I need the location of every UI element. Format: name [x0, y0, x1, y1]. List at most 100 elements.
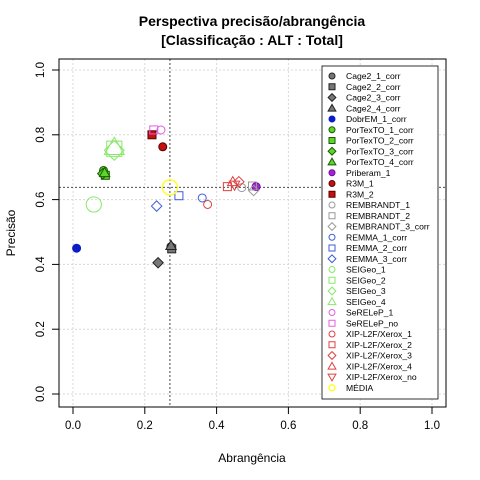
data-point	[156, 125, 166, 135]
chart-title: Perspectiva precisão/abrangência	[139, 13, 366, 29]
x-tick-label: 0.6	[280, 420, 296, 432]
x-tick-label: 1.0	[424, 420, 440, 432]
legend-label: REMBRANDT_1	[346, 200, 410, 210]
legend-label: XIP-L2F/Xerox_2	[346, 340, 412, 350]
legend-marker	[328, 341, 336, 349]
legend: Cage2_1_corrCage2_2_corrCage2_3_corrCage…	[321, 65, 439, 400]
legend-marker	[328, 309, 336, 316]
legend-label: PorTexTO_4_corr	[346, 157, 414, 167]
data-point	[248, 181, 257, 191]
legend-marker	[328, 244, 336, 252]
legend-label: R3M_2	[346, 189, 374, 199]
data-point	[152, 256, 164, 269]
legend-label: Cage2_2_corr	[346, 82, 401, 92]
data-point	[161, 178, 179, 196]
data-point	[247, 184, 260, 197]
legend-marker	[328, 201, 336, 209]
legend-marker	[328, 330, 336, 338]
legend-marker	[328, 233, 336, 241]
y-tick-label: 0.4	[35, 256, 47, 273]
legend-marker	[328, 126, 336, 134]
legend-label: Priberam_1	[346, 168, 391, 178]
x-tick-label: 0.0	[65, 420, 81, 432]
data-point	[85, 196, 102, 213]
legend-label: REMMA_2_corr	[346, 243, 407, 253]
legend-label: SEIGeo_1	[346, 265, 386, 275]
legend-marker	[327, 254, 337, 264]
legend-marker	[327, 361, 337, 370]
legend-label: SeRELeP_1	[346, 308, 394, 318]
data-point	[103, 139, 125, 161]
data-point	[98, 166, 111, 178]
legend-label: PorTexTO_2_corr	[346, 136, 414, 146]
legend-marker	[327, 221, 337, 232]
legend-marker	[328, 180, 336, 187]
legend-marker	[328, 319, 336, 327]
legend-label: R3M_1	[346, 179, 374, 189]
legend-label: SEIGeo_3	[346, 286, 386, 296]
legend-marker	[328, 212, 336, 220]
data-point	[103, 136, 126, 156]
data-point	[174, 191, 184, 201]
legend-marker	[327, 157, 337, 166]
legend-label: REMBRANDT_3_corr	[346, 222, 430, 232]
data-point	[150, 200, 163, 212]
legend-label: Cage2_4_corr	[346, 103, 401, 113]
legend-label: XIP-L2F/Xerox_3	[346, 351, 412, 361]
legend-marker	[328, 115, 336, 123]
legend-marker	[327, 146, 337, 156]
legend-label: PorTexTO_1_corr	[346, 125, 414, 135]
x-tick-label: 0.4	[209, 420, 226, 432]
y-tick-label: 0.0	[35, 386, 47, 402]
legend-marker	[328, 169, 336, 177]
legend-marker	[327, 296, 337, 306]
legend-label: PorTexTO_3_corr	[346, 146, 414, 156]
legend-marker	[328, 276, 336, 284]
legend-label: XIP-L2F/Xerox_no	[346, 372, 417, 382]
legend-label: DobrEM_1_corr	[346, 114, 407, 124]
data-points	[72, 125, 261, 269]
legend-marker	[328, 137, 336, 144]
data-point	[197, 193, 207, 203]
legend-label: XIP-L2F/Xerox_1	[346, 329, 412, 339]
legend-label: SeRELeP_no	[346, 318, 398, 328]
legend-marker	[328, 83, 336, 91]
legend-label: SEIGeo_2	[346, 275, 386, 285]
data-point	[149, 125, 159, 135]
legend-label: MÉDIA	[346, 383, 373, 393]
x-tick-label: 0.2	[137, 420, 153, 432]
x-tick-label: 0.8	[352, 420, 368, 432]
data-point	[164, 239, 178, 251]
legend-marker	[328, 384, 336, 392]
data-point	[228, 180, 241, 192]
x-axis-label: Abrangência	[218, 451, 286, 465]
data-point	[147, 130, 157, 140]
legend-label: SEIGeo_4	[346, 297, 386, 307]
legend-label: Cage2_3_corr	[346, 93, 401, 103]
chart-subtitle: [Classificação : ALT : Total]	[161, 32, 343, 48]
legend-label: REMMA_3_corr	[346, 254, 407, 264]
data-point	[232, 175, 245, 188]
legend-label: REMBRANDT_2	[346, 211, 410, 221]
data-point	[72, 243, 82, 253]
data-point	[222, 182, 232, 192]
legend-marker	[327, 92, 337, 103]
y-tick-label: 1.0	[35, 62, 47, 78]
legend-marker	[327, 286, 337, 296]
legend-marker	[327, 373, 337, 382]
legend-marker	[327, 350, 337, 361]
legend-label: Cage2_1_corr	[346, 71, 401, 81]
legend-label: REMMA_1_corr	[346, 232, 407, 242]
legend-marker	[328, 72, 336, 80]
data-point	[158, 142, 168, 152]
legend-box	[321, 65, 439, 400]
y-tick-label: 0.2	[35, 321, 47, 337]
y-tick-label: 0.6	[35, 192, 47, 208]
legend-marker	[328, 266, 336, 273]
legend-label: XIP-L2F/Xerox_4	[346, 361, 412, 371]
legend-marker	[327, 103, 337, 112]
y-tick-label: 0.8	[35, 127, 47, 143]
data-point	[203, 199, 213, 209]
legend-marker	[328, 190, 336, 198]
